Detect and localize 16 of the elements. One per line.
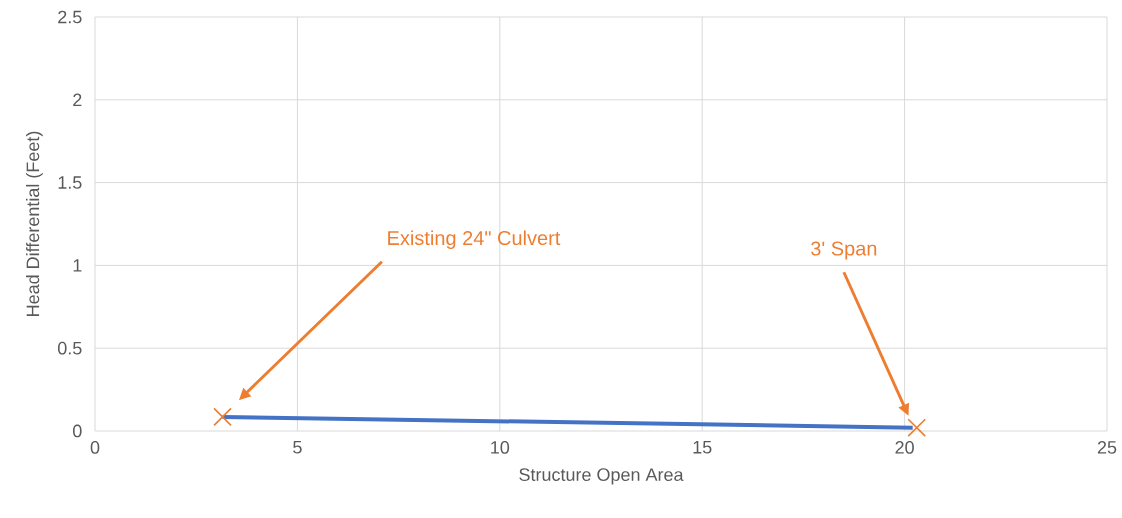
- x-tick-label: 15: [693, 441, 712, 454]
- y-tick-label: 2.5: [58, 10, 82, 24]
- y-tick-label: 0.5: [57, 341, 82, 355]
- x-tick-label: 20: [895, 441, 914, 454]
- y-tick-label: 1: [73, 259, 82, 272]
- annotation: 3' Span: [811, 241, 877, 260]
- x-tick-label: 0: [90, 441, 100, 454]
- y-tick-label: 0: [73, 424, 82, 438]
- y-axis-title: Head Differential (Feet): [26, 131, 43, 316]
- annotation: Existing 24" Culvert: [388, 230, 561, 250]
- x-tick-label: 25: [1097, 441, 1117, 454]
- x-axis-title: Structure Open Area: [519, 468, 684, 485]
- x-tick-label: 5: [293, 441, 302, 454]
- y-tick-label: 1.5: [58, 176, 82, 189]
- y-tick-label: 2: [73, 93, 82, 107]
- x-tick-label: 10: [491, 441, 510, 454]
